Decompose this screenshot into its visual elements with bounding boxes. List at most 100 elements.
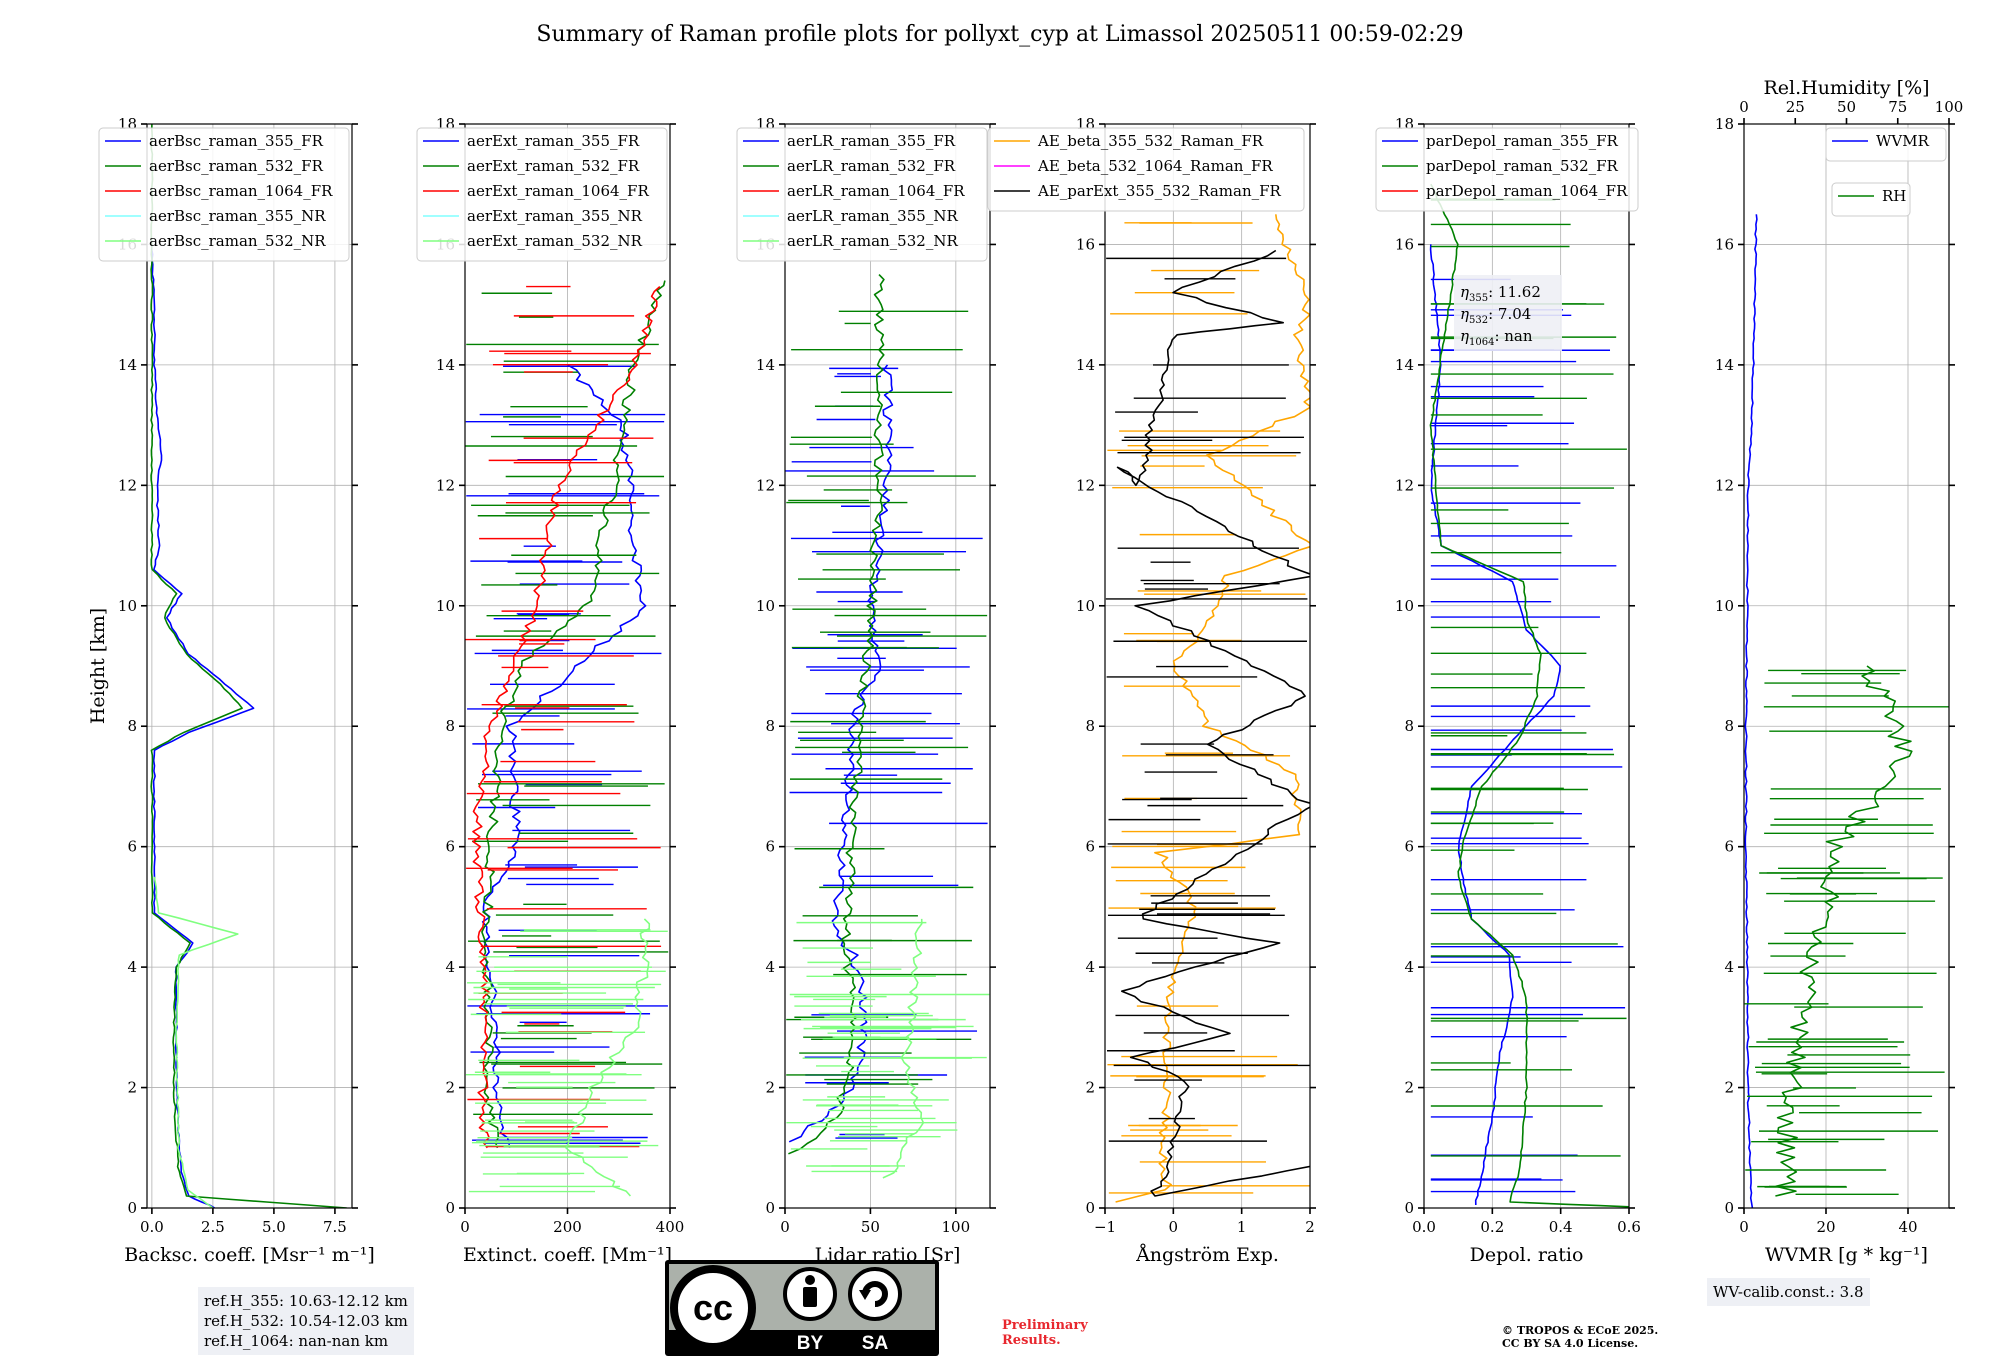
legend-lr: aerLR_raman_355_FR aerLR_raman_532_FR aerL…	[736, 127, 988, 262]
preliminary-notice: Preliminary Results.	[1002, 1318, 1088, 1348]
panel-lr-data	[785, 274, 990, 1179]
series-aerExt_raman_1064_FR	[472, 286, 661, 1149]
xtick-label: 2	[1305, 1218, 1315, 1236]
copyright-notice: © TROPOS & ECoE 2025. CC BY SA 4.0 Licen…	[1502, 1324, 1658, 1350]
series-aerExt_raman_532_NR	[565, 918, 651, 1197]
xaxis-label-wv: WVMR [g * kg⁻¹]	[1765, 1244, 1928, 1266]
ytick-label: 10	[756, 597, 775, 615]
legend2-wv: RH	[1831, 182, 1911, 217]
xtick-label: 1	[1237, 1218, 1247, 1236]
xtick-label: 5.0	[262, 1218, 286, 1236]
series-aerBsc_raman_532_FR	[150, 124, 347, 1208]
ytick-label: 14	[1715, 356, 1734, 374]
ytick-label: 10	[1715, 597, 1734, 615]
share-alike-icon	[848, 1267, 902, 1321]
xtick-label: 0	[1739, 1218, 1749, 1236]
xaxis-label-ae: Ångström Exp.	[1135, 1244, 1279, 1266]
ytick-label: 4	[445, 958, 455, 976]
ytick-label: 6	[765, 838, 775, 856]
ytick-label: 6	[1404, 838, 1414, 856]
ref-height-1064: ref.H_1064: nan-nan km	[204, 1332, 389, 1350]
ytick-label: 12	[756, 476, 775, 494]
legend-ae: AE_beta_355_532_Raman_FR AE_beta_532_1064…	[987, 127, 1305, 212]
legend-label: aerLR_raman_355_NR	[787, 207, 958, 225]
ytick-label: 14	[436, 356, 455, 374]
ytick-label: 8	[765, 717, 775, 735]
legend-label: aerExt_raman_1064_FR	[467, 182, 649, 200]
ytick-label: 14	[756, 356, 775, 374]
series-aerExt_raman_355_FR	[481, 364, 647, 1148]
y-axis-label: Height [km]	[87, 608, 109, 724]
top-axis-label: Rel.Humidity [%]	[1763, 77, 1929, 99]
ytick-label: 10	[1076, 597, 1095, 615]
xtick-label: 0	[1169, 1218, 1179, 1236]
ytick-label: 0	[1404, 1199, 1414, 1217]
legend-wv: WVMR	[1825, 127, 1947, 162]
figure-title: Summary of Raman profile plots for polly…	[536, 22, 1464, 47]
panel-lr-frame	[784, 123, 991, 1209]
panel-bsc-frame	[146, 123, 353, 1209]
xtick-label: 40	[1898, 1218, 1917, 1236]
xtick-label: 0.0	[1412, 1218, 1436, 1236]
ytick-label: 2	[765, 1079, 775, 1097]
legend-label: parDepol_raman_355_FR	[1426, 132, 1619, 150]
legend-label: AE_beta_355_532_Raman_FR	[1037, 132, 1264, 150]
legend-label: aerBsc_raman_532_FR	[149, 157, 324, 175]
ytick-label: 0	[1085, 1199, 1095, 1217]
legend-label: aerLR_raman_532_NR	[787, 232, 958, 250]
xaxis-label-ext: Extinct. coeff. [Mm⁻¹]	[463, 1244, 672, 1266]
panel-ext: 0246810121416180200400Extinct. coeff. [M…	[416, 115, 684, 1266]
ytick-label: 12	[1076, 476, 1095, 494]
top-xtick-label: 75	[1888, 98, 1907, 116]
ytick-label: 8	[1404, 717, 1414, 735]
eta-532: η532: 7.04	[1460, 305, 1531, 326]
series-AE_parExt_355_532_Raman_FR	[1116, 249, 1310, 1197]
eta-355: η355: 11.62	[1460, 283, 1541, 304]
ytick-label: 0	[445, 1199, 455, 1217]
legend-label: aerBsc_raman_1064_FR	[149, 182, 333, 200]
preliminary-line-2: Results.	[1002, 1333, 1061, 1348]
ytick-label: 0	[1724, 1199, 1734, 1217]
legend-label: aerExt_raman_355_NR	[467, 207, 643, 225]
series-parDepol_raman_532_FR	[1429, 183, 1629, 1208]
panel-wv: 0 2 4 6 8 10 12 14 16 18 0 20 40 WVMR [g * kg⁻¹] 0 25 50…	[1715, 77, 1963, 1266]
xtick-label: 0.0	[140, 1218, 164, 1236]
series-aerLR_raman_532_NR	[882, 918, 925, 1179]
ytick-label: 4	[765, 958, 775, 976]
sa-label: SA	[862, 1333, 889, 1354]
panel-ext-data	[465, 280, 669, 1197]
eta-1064: η1064: nan	[1460, 327, 1533, 348]
ref-height-355: ref.H_355: 10.63-12.12 km	[204, 1292, 408, 1310]
ytick-label: 0	[127, 1199, 137, 1217]
ytick-label: 16	[1715, 235, 1734, 253]
legend-label: aerLR_raman_355_FR	[787, 132, 956, 150]
legend-label: aerBsc_raman_532_NR	[149, 232, 326, 250]
panel-wv-frame	[1743, 123, 1950, 1209]
legend-label: aerLR_raman_532_FR	[787, 157, 956, 175]
legend-label: RH	[1882, 187, 1906, 205]
series-parDepol_raman_355_FR	[1429, 244, 1561, 1206]
ytick-label: 14	[1076, 356, 1095, 374]
ytick-label: 14	[1395, 356, 1414, 374]
xtick-label: 20	[1816, 1218, 1835, 1236]
series-aerExt_raman_532_FR	[481, 280, 666, 1149]
copyright-line-2: CC BY SA 4.0 License.	[1502, 1337, 1639, 1350]
ytick-label: 12	[1395, 476, 1414, 494]
xtick-label: 0.6	[1617, 1218, 1641, 1236]
panel-wv-data	[1744, 214, 1949, 1208]
panel-lr: 024681012141618050100Lidar ratio [Sr]aer…	[736, 115, 996, 1266]
ref-height-532: ref.H_532: 10.54-12.03 km	[204, 1312, 408, 1330]
legend-label: parDepol_raman_532_FR	[1426, 157, 1619, 175]
xtick-label: 2.5	[201, 1218, 225, 1236]
legend-box	[1831, 182, 1911, 217]
by-label: BY	[797, 1333, 824, 1354]
legend-label: aerBsc_raman_355_NR	[149, 207, 326, 225]
xtick-label: −1	[1094, 1218, 1116, 1236]
ytick-label: 12	[118, 476, 137, 494]
legend-label: aerExt_raman_355_FR	[467, 132, 640, 150]
legend-label: aerBsc_raman_355_FR	[149, 132, 324, 150]
xtick-label: 0.2	[1480, 1218, 1504, 1236]
legend-box	[736, 127, 988, 262]
series-WVMR	[1744, 214, 1758, 1208]
